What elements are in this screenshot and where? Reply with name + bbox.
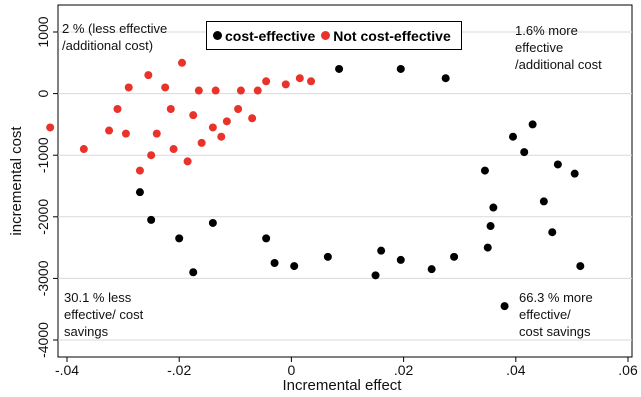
point-cost-effective	[450, 252, 459, 261]
x-tick-label: .04	[506, 362, 526, 378]
point-not-cost-effective	[234, 105, 243, 113]
points-layer	[46, 58, 585, 311]
point-not-cost-effective	[307, 77, 316, 86]
annotation-bottom-right: 66.3 % more effective/ cost savings	[519, 290, 593, 339]
point-cost-effective	[396, 255, 405, 264]
point-not-cost-effective	[194, 86, 203, 95]
point-not-cost-effective	[144, 71, 153, 80]
red-dot-icon	[321, 31, 331, 40]
legend-label: cost-effective	[225, 27, 316, 44]
point-not-cost-effective	[166, 105, 175, 113]
point-cost-effective	[539, 197, 548, 206]
y-tick-label: -2000	[35, 199, 51, 235]
y-axis-label: incremental cost	[8, 126, 25, 236]
y-tick-label: -4000	[35, 322, 51, 358]
x-tick-label: .06	[618, 362, 638, 378]
black-dot-icon	[213, 31, 222, 40]
point-cost-effective	[508, 132, 517, 141]
point-cost-effective	[427, 265, 436, 274]
y-tick-label: -3000	[35, 260, 51, 296]
point-not-cost-effective	[147, 151, 156, 160]
point-not-cost-effective	[46, 123, 55, 132]
point-cost-effective	[441, 74, 450, 83]
legend: cost-effective Not cost-effective	[206, 21, 462, 50]
point-not-cost-effective	[281, 80, 290, 89]
y-tick-label: 0	[35, 89, 51, 97]
point-cost-effective	[500, 302, 509, 311]
plot-area	[57, 4, 633, 358]
legend-label: Not cost-effective	[333, 27, 451, 44]
point-cost-effective	[377, 246, 386, 255]
point-cost-effective	[270, 259, 279, 267]
y-tick-label: -1000	[35, 137, 51, 173]
annotation-bottom-left: 30.1 % less effective/ cost savings	[64, 290, 144, 339]
point-cost-effective	[371, 271, 380, 280]
point-not-cost-effective	[161, 83, 170, 92]
x-tick-label: 0	[288, 362, 296, 378]
point-not-cost-effective	[222, 117, 231, 126]
point-cost-effective	[480, 166, 489, 175]
point-not-cost-effective	[211, 86, 220, 95]
point-not-cost-effective	[217, 132, 226, 141]
point-not-cost-effective	[105, 126, 114, 135]
point-cost-effective	[135, 188, 144, 197]
point-not-cost-effective	[236, 86, 245, 95]
point-cost-effective	[486, 222, 495, 231]
point-not-cost-effective	[152, 129, 161, 138]
point-not-cost-effective	[79, 145, 88, 154]
point-not-cost-effective	[169, 145, 178, 154]
point-not-cost-effective	[124, 83, 133, 92]
point-cost-effective	[208, 218, 217, 227]
x-tick-label: -.02	[167, 362, 191, 378]
y-tick-label: 1000	[35, 16, 51, 47]
point-cost-effective	[396, 64, 405, 73]
point-cost-effective	[548, 228, 557, 237]
point-not-cost-effective	[295, 74, 304, 83]
point-not-cost-effective	[113, 105, 122, 113]
annotation-top-left: 2 % (less effective /additional cost)	[62, 21, 168, 53]
point-cost-effective	[483, 243, 492, 252]
point-not-cost-effective	[135, 166, 144, 175]
point-cost-effective	[323, 252, 332, 261]
legend-item-not-cost-effective: Not cost-effective	[321, 27, 451, 44]
point-cost-effective	[147, 215, 156, 224]
point-not-cost-effective	[189, 111, 198, 120]
point-not-cost-effective	[121, 129, 130, 138]
point-not-cost-effective	[262, 77, 271, 86]
x-tick-label: .02	[394, 362, 414, 378]
point-cost-effective	[335, 64, 344, 73]
point-not-cost-effective	[197, 138, 206, 147]
point-cost-effective	[175, 234, 184, 243]
point-not-cost-effective	[178, 58, 187, 67]
point-not-cost-effective	[248, 114, 257, 123]
point-not-cost-effective	[208, 123, 217, 132]
point-cost-effective	[528, 120, 537, 129]
ticks-layer: -4000 -3000 -2000 -1000 0 1000 -.04 -.02 0 .02 .04…	[35, 16, 638, 378]
point-cost-effective	[520, 148, 529, 157]
x-tick-label: -.04	[55, 362, 79, 378]
point-cost-effective	[189, 268, 198, 277]
point-cost-effective	[576, 262, 585, 271]
legend-item-cost-effective: cost-effective	[213, 28, 315, 44]
point-not-cost-effective	[253, 86, 262, 95]
point-cost-effective	[489, 203, 498, 212]
x-axis-label: Incremental effect	[283, 377, 403, 394]
point-cost-effective	[290, 262, 299, 271]
annotation-top-right: 1.6% more effective /additional cost	[515, 23, 602, 72]
point-cost-effective	[262, 234, 271, 243]
point-cost-effective	[553, 160, 562, 169]
point-not-cost-effective	[183, 157, 192, 166]
point-cost-effective	[570, 169, 579, 178]
